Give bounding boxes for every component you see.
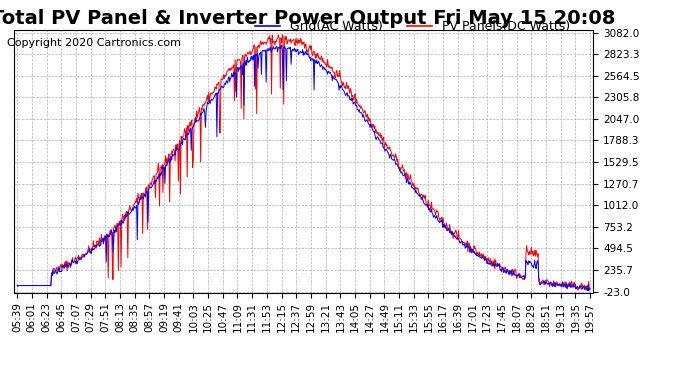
Title: Total PV Panel & Inverter Power Output Fri May 15 20:08: Total PV Panel & Inverter Power Output F… <box>0 9 615 28</box>
Legend: Grid(AC Watts), PV Panels(DC Watts): Grid(AC Watts), PV Panels(DC Watts) <box>250 15 575 38</box>
Text: Copyright 2020 Cartronics.com: Copyright 2020 Cartronics.com <box>7 38 181 48</box>
